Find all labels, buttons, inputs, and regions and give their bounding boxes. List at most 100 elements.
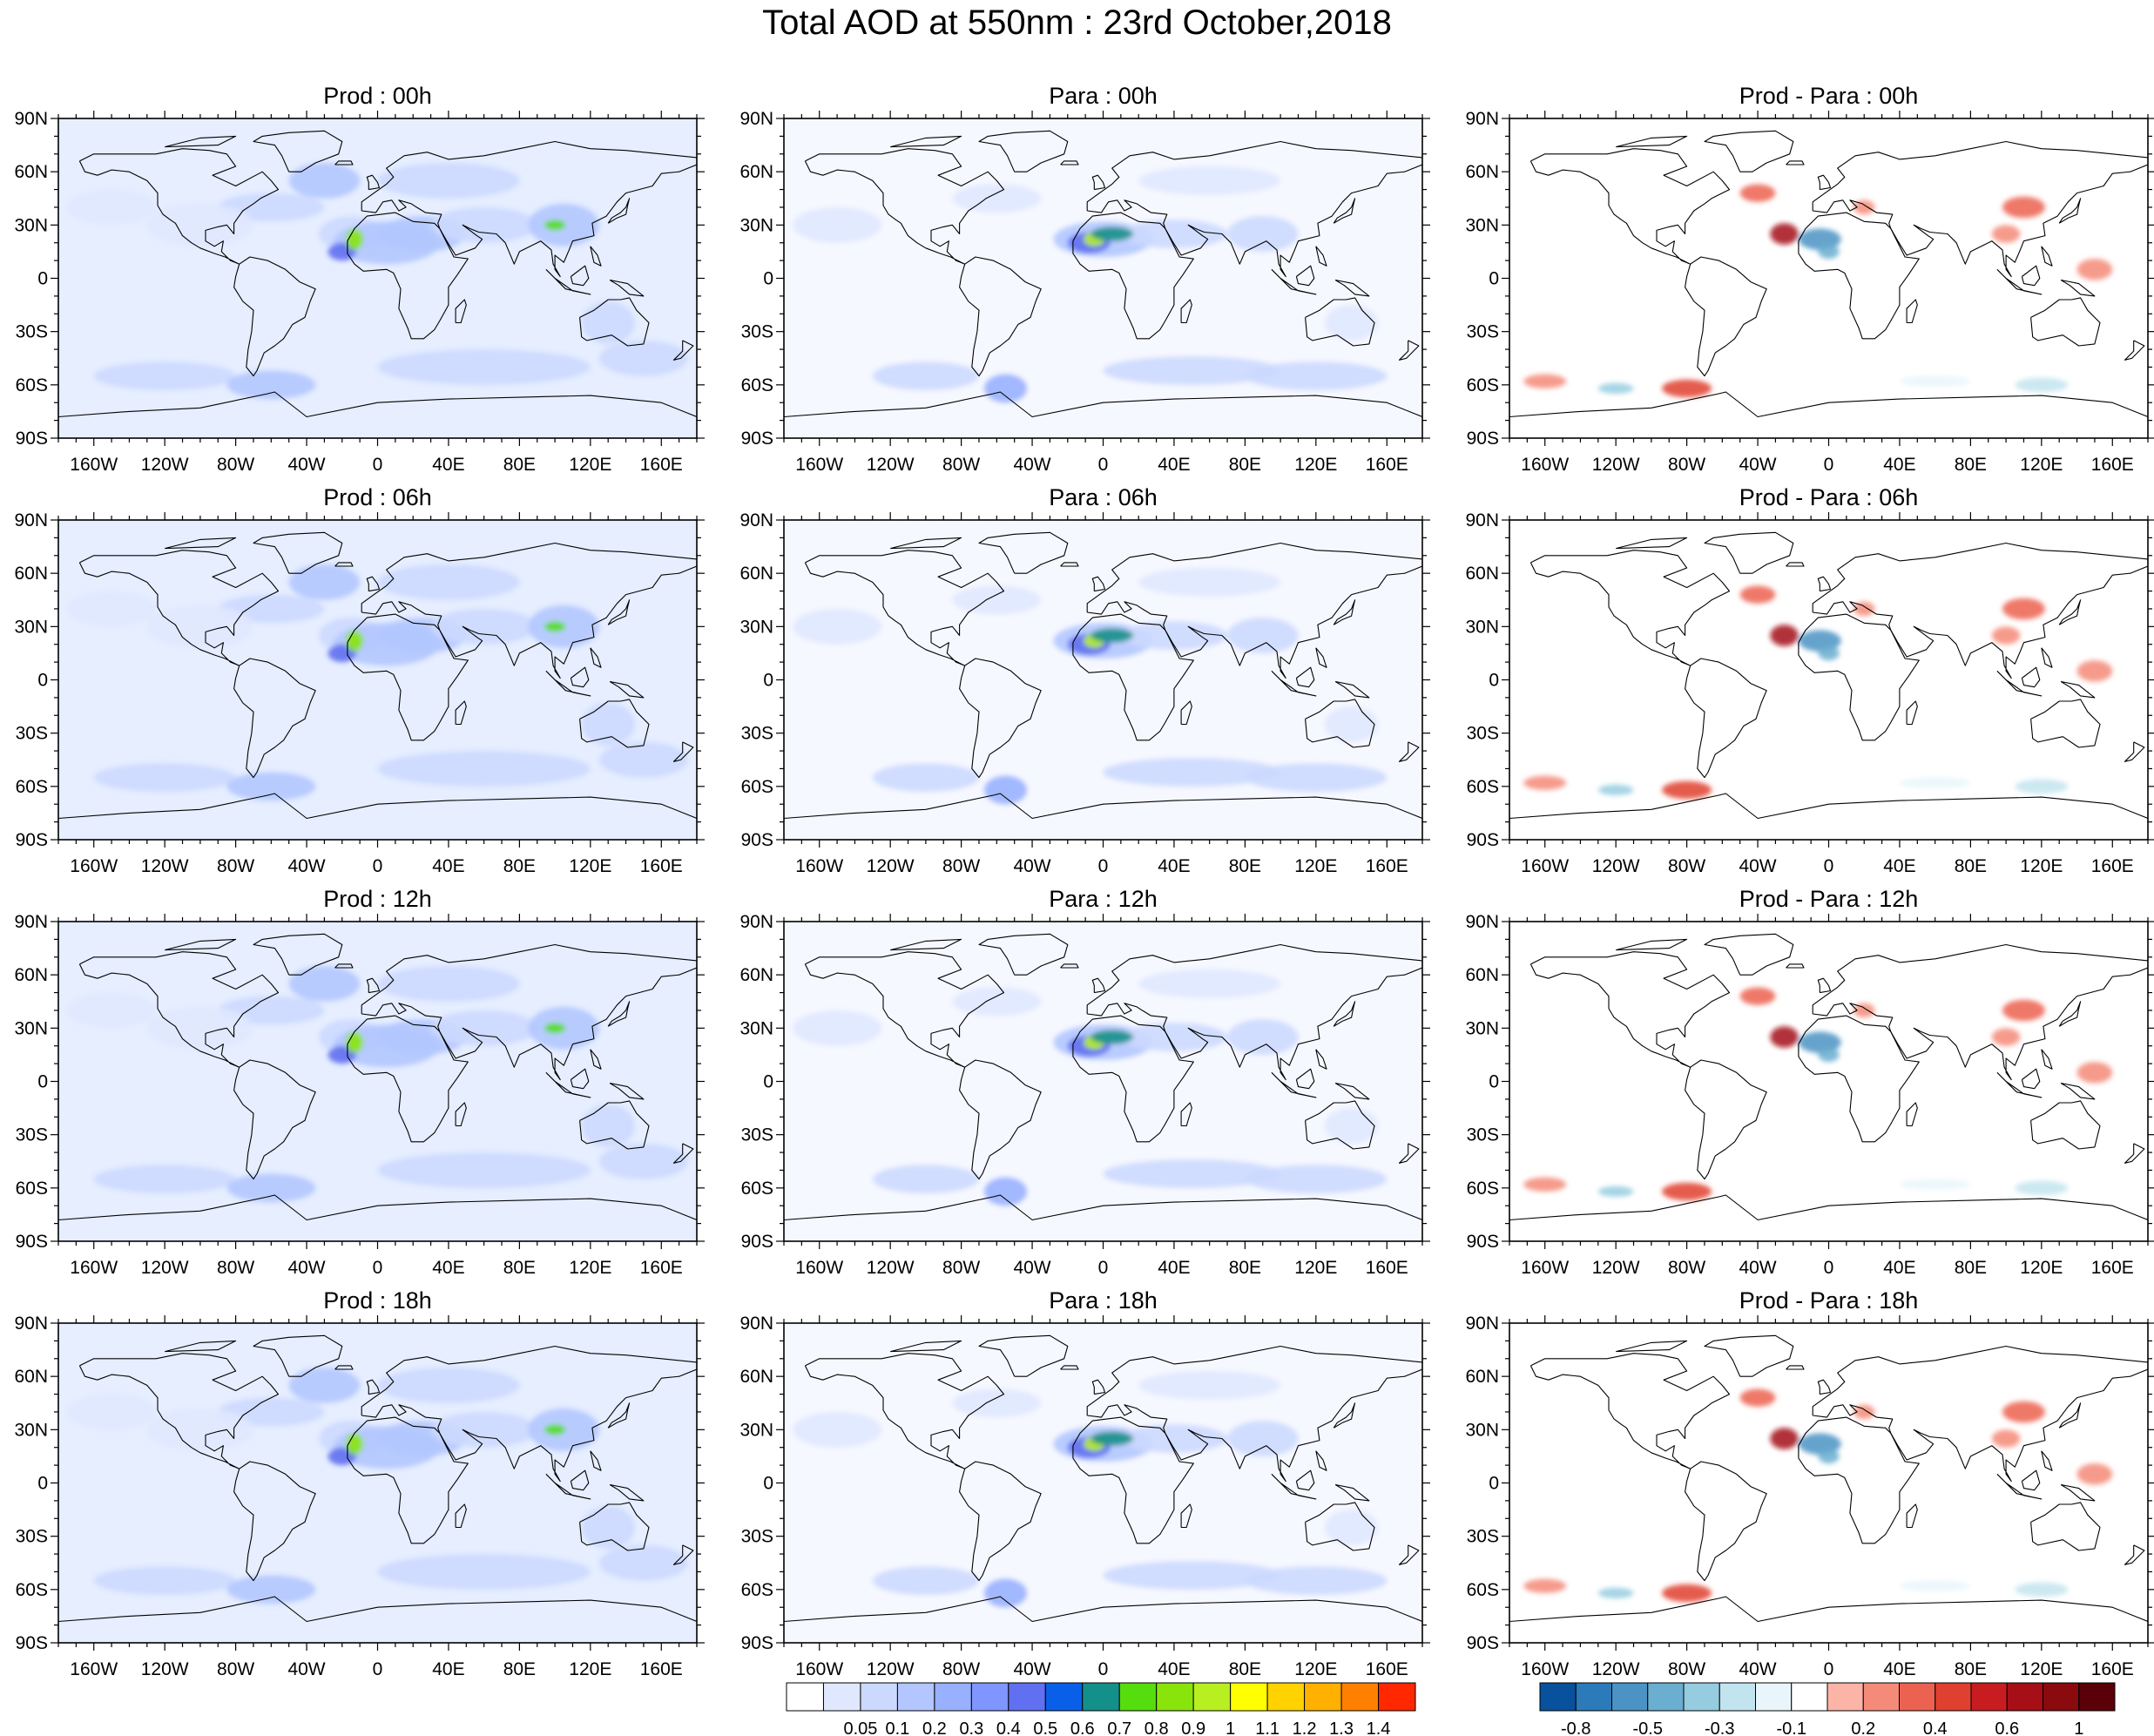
- lon-tick-label: 120E: [569, 856, 611, 876]
- lat-tick-label: 0: [763, 1474, 773, 1494]
- colorbar-swatch: [1899, 1682, 1936, 1712]
- coastline-australia: [1305, 1100, 1375, 1150]
- lon-tick-label: 80E: [503, 1659, 536, 1679]
- lat-tick-label: 90N: [1465, 510, 1499, 530]
- aod-patch: [226, 772, 316, 801]
- aod-patch: [952, 987, 1042, 1017]
- colorbar-label: -0.1: [1777, 1719, 1806, 1736]
- coastline-new-zealand: [2124, 1544, 2145, 1565]
- aod-field: [793, 1371, 1388, 1608]
- coastline-philippines: [590, 246, 602, 267]
- aod-patch: [1245, 361, 1388, 390]
- coastline-australia: [579, 1502, 650, 1551]
- coastline-borneo: [1295, 1068, 1315, 1090]
- coastline-borneo: [1295, 265, 1315, 287]
- colorbar-swatch: [1230, 1682, 1268, 1712]
- aod-patch: [1091, 1431, 1134, 1446]
- aod-patch: [377, 1367, 520, 1403]
- coastline-greenland: [1704, 130, 1794, 172]
- lon-tick-label: 40W: [1739, 856, 1776, 876]
- lon-tick-label: 120W: [1592, 856, 1640, 876]
- coastline-greenland: [978, 933, 1069, 976]
- aod-patch: [146, 1408, 253, 1451]
- lat-tick-label: 60S: [1467, 777, 1499, 797]
- lat-tick-label: 30S: [1467, 1527, 1499, 1547]
- coastline-africa: [347, 212, 469, 340]
- figure-title: Total AOD at 550nm : 23rd October,2018: [762, 3, 1392, 42]
- lat-tick-label: 30S: [16, 322, 48, 342]
- coastline-australia: [2030, 699, 2101, 748]
- coastline-indonesia: [545, 1071, 591, 1098]
- lat-tick-label: 30N: [14, 215, 48, 235]
- aod-patch: [544, 1424, 566, 1435]
- lat-tick-label: 30N: [1465, 1420, 1499, 1440]
- coastline-japan: [2058, 198, 2082, 224]
- aod-patch: [599, 1143, 688, 1179]
- lat-tick-label: 90N: [14, 1314, 48, 1334]
- map-panel: Prod : 06h 90N 60N 30N 0 30S 60S 90S 160W 120W 80W…: [14, 484, 705, 876]
- coastline-japan: [2058, 1402, 2082, 1429]
- colorbar-swatch: [822, 1682, 861, 1712]
- lat-tick-label: 0: [1489, 1474, 1499, 1494]
- difference-patch: [2076, 259, 2113, 280]
- tick-marks: [776, 111, 1430, 446]
- coastline-indonesia: [1996, 268, 2043, 295]
- coastline-south-america: [959, 256, 1042, 377]
- coastline-indonesia: [545, 1473, 591, 1500]
- lon-tick-label: 160E: [1366, 455, 1408, 475]
- aod-patch: [430, 1010, 537, 1046]
- coastline-north-america: [1529, 148, 1731, 265]
- coastline-africa: [1072, 613, 1194, 741]
- colorbar-swatch: [1862, 1682, 1900, 1712]
- lon-tick-label: 120W: [1592, 455, 1640, 475]
- coastline-africa: [347, 1015, 469, 1143]
- lon-tick-label: 160W: [70, 1258, 118, 1278]
- colorbar-swatch: [1156, 1682, 1194, 1712]
- aod-patch: [544, 621, 566, 632]
- colorbar-label: 1.3: [1329, 1719, 1354, 1736]
- lon-tick-label: 160W: [795, 1659, 843, 1679]
- difference-patch: [2015, 779, 2069, 794]
- aod-patch: [1245, 763, 1388, 792]
- lat-tick-label: 30S: [1467, 724, 1499, 744]
- aod-field: [67, 162, 688, 400]
- panel-title: Prod - Para : 18h: [1739, 1287, 1919, 1314]
- coastline-philippines: [1315, 1049, 1327, 1070]
- aod-patch: [1103, 1561, 1281, 1590]
- aod-field: [67, 965, 688, 1203]
- aod-patch: [226, 1173, 316, 1203]
- lat-tick-label: 90S: [1467, 429, 1499, 449]
- aod-patch: [1227, 216, 1299, 252]
- lon-tick-label: 0: [373, 455, 383, 475]
- lon-tick-label: 40W: [1739, 1258, 1776, 1278]
- lat-tick-label: 30S: [16, 1125, 48, 1145]
- coastline-eurasia: [1086, 943, 1422, 1081]
- coastline-madagascar: [1180, 299, 1192, 324]
- coastline-south-america: [233, 658, 316, 779]
- lon-tick-label: 40E: [1883, 1659, 1915, 1679]
- coastline-australia: [1305, 297, 1375, 347]
- difference-patch: [1818, 645, 1840, 661]
- coastline-uk: [1091, 576, 1106, 592]
- coastline-new-zealand: [1398, 741, 1420, 762]
- coastline-north-america: [1529, 550, 1731, 666]
- difference-patch: [1991, 225, 2021, 243]
- colorbar-label: -0.3: [1705, 1719, 1734, 1736]
- lon-tick-label: 0: [1824, 856, 1834, 876]
- difference-patch: [1523, 775, 1567, 790]
- coastline-south-america: [959, 658, 1042, 779]
- coastline-africa: [1798, 1015, 1920, 1143]
- coastline-antarctica: [58, 391, 697, 418]
- field-background: [58, 118, 697, 438]
- aod-patch: [581, 301, 635, 344]
- coastline-antarctica: [1509, 1596, 2148, 1623]
- colorbar-swatch: [970, 1682, 1009, 1712]
- coastline-borneo: [570, 1469, 590, 1491]
- difference-patch: [2002, 1401, 2045, 1423]
- map-field: [784, 922, 1422, 1241]
- lon-tick-label: 160W: [1521, 455, 1569, 475]
- coastline-north-america: [78, 550, 280, 666]
- lon-tick-label: 160W: [795, 1258, 843, 1278]
- coastline-uk: [366, 1379, 381, 1395]
